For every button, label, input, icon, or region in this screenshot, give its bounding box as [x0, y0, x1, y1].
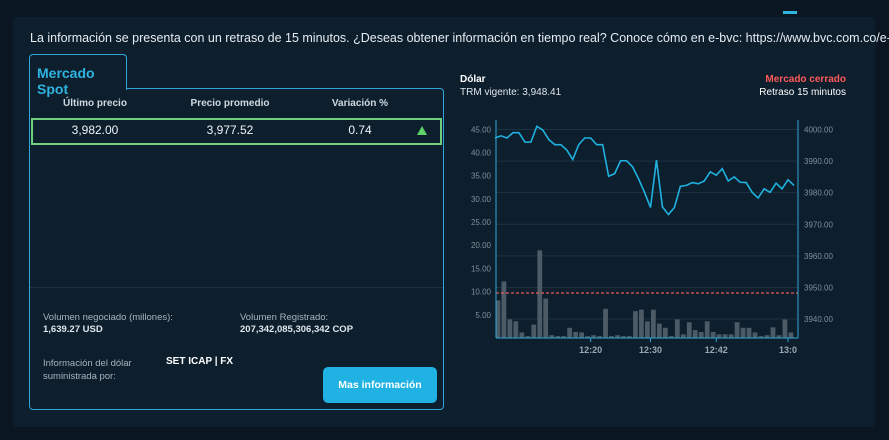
left-tick-label: 40.00 [471, 148, 492, 157]
avg-price: 3,977.52 [206, 123, 254, 137]
volume-bar [788, 332, 794, 338]
left-tick-label: 15.00 [471, 264, 492, 273]
volume-bar [513, 321, 519, 338]
left-tick-label: 5.00 [475, 311, 491, 320]
volume-bar [722, 334, 728, 338]
volume-bar [621, 336, 626, 338]
volume-bar [782, 319, 788, 338]
right-tick-label: 3960.00 [804, 252, 833, 261]
volume-bar [549, 335, 555, 338]
volume-bar [764, 335, 770, 338]
volume-bar [633, 311, 638, 338]
volume-bar [728, 334, 734, 338]
volume-bar [615, 335, 620, 338]
x-tick-label: 12:42 [705, 345, 728, 355]
volume-bar [662, 327, 668, 338]
volume-bar [585, 336, 590, 338]
x-tick-label: 13:0 [779, 345, 797, 355]
volume-bar [674, 319, 680, 338]
provider-label-2: suministrada por: [43, 371, 116, 382]
set-icap-logo: SET ICAP | FX [166, 356, 234, 367]
volume-bar [531, 324, 537, 338]
right-tick-label: 3970.00 [804, 220, 833, 229]
volume-bar [668, 336, 674, 338]
volume-bar [704, 321, 710, 338]
price-line [494, 125, 795, 216]
volume-bar [645, 321, 650, 338]
left-tick-label: 30.00 [471, 195, 492, 204]
volume-bar [561, 336, 567, 338]
volume-bar [686, 322, 692, 338]
market-status: Mercado cerrado [765, 74, 846, 85]
dollar-panel [13, 17, 875, 427]
volume-bar [627, 336, 632, 338]
more-info-button[interactable]: Mas información [323, 367, 437, 403]
registered-value: 207,342,085,306,342 COP [240, 324, 354, 335]
x-tick-label: 12:20 [579, 345, 602, 355]
left-tick-label: 35.00 [471, 172, 492, 181]
right-tick-label: 3980.00 [804, 189, 833, 198]
trm-value: TRM vigente: 3,948.41 [460, 87, 562, 98]
volume-bar [776, 335, 782, 338]
volume-bar [710, 331, 716, 338]
spot-box [29, 88, 444, 410]
volume-bar [770, 327, 776, 338]
right-tick-label: 3950.00 [804, 283, 833, 292]
delay-notice: La información se presenta con un retras… [30, 31, 889, 45]
volume-bar [495, 300, 501, 338]
registered-label: Volumen Registrado: [240, 312, 329, 323]
volume-bar [501, 281, 507, 338]
active-tab-indicator [783, 11, 797, 14]
volume-bar [650, 309, 656, 338]
header-variation: Variación % [331, 98, 389, 109]
volume-bar [656, 323, 662, 338]
variation: 0.74 [348, 123, 372, 137]
divider [30, 287, 443, 288]
volume-bar [525, 336, 531, 338]
volume-bar [579, 332, 584, 338]
volume-bar [555, 336, 561, 338]
volume-bar [746, 327, 752, 338]
volume-bar [716, 334, 722, 338]
left-tick-label: 20.00 [471, 241, 492, 250]
right-tick-label: 4000.00 [804, 125, 833, 134]
volume-bar [543, 298, 549, 338]
tab-mercado-spot[interactable]: Mercado Spot [29, 54, 127, 97]
volume-bar [680, 334, 686, 338]
volume-bar [740, 327, 746, 338]
left-tick-label: 25.00 [471, 218, 492, 227]
volume-bar [567, 327, 573, 338]
left-tick-label: 10.00 [471, 288, 492, 297]
volume-bar [639, 309, 644, 338]
last-price: 3,982.00 [71, 123, 119, 137]
header-avg-price: Precio promedio [190, 98, 270, 109]
volume-bar [758, 336, 764, 338]
volume-bar [609, 336, 614, 338]
volume-bar [519, 332, 525, 338]
volume-bar [734, 322, 740, 338]
volume-bar [573, 331, 579, 338]
volume-bar [603, 308, 608, 338]
up-arrow-icon [417, 126, 427, 135]
delay-label: Retraso 15 minutos [759, 87, 846, 98]
volume-value: 1,639.27 USD [43, 324, 103, 335]
right-tick-label: 3940.00 [804, 315, 833, 324]
provider-label-1: Información del dólar [43, 358, 132, 369]
volume-label: Volumen negociado (millones): [43, 312, 173, 323]
volume-bar [507, 319, 513, 338]
volume-bar [692, 330, 698, 338]
volume-bar [597, 336, 602, 338]
header-last-price: Último precio [63, 98, 127, 109]
volume-bar [537, 250, 543, 338]
left-tick-label: 45.00 [471, 125, 492, 134]
volume-bar [591, 335, 596, 338]
x-tick-label: 12:30 [639, 345, 662, 355]
volume-bar [752, 332, 758, 338]
chart-title: Dólar [460, 74, 486, 85]
volume-bar [698, 331, 704, 338]
right-tick-label: 3990.00 [804, 157, 833, 166]
table-row[interactable] [31, 118, 442, 145]
